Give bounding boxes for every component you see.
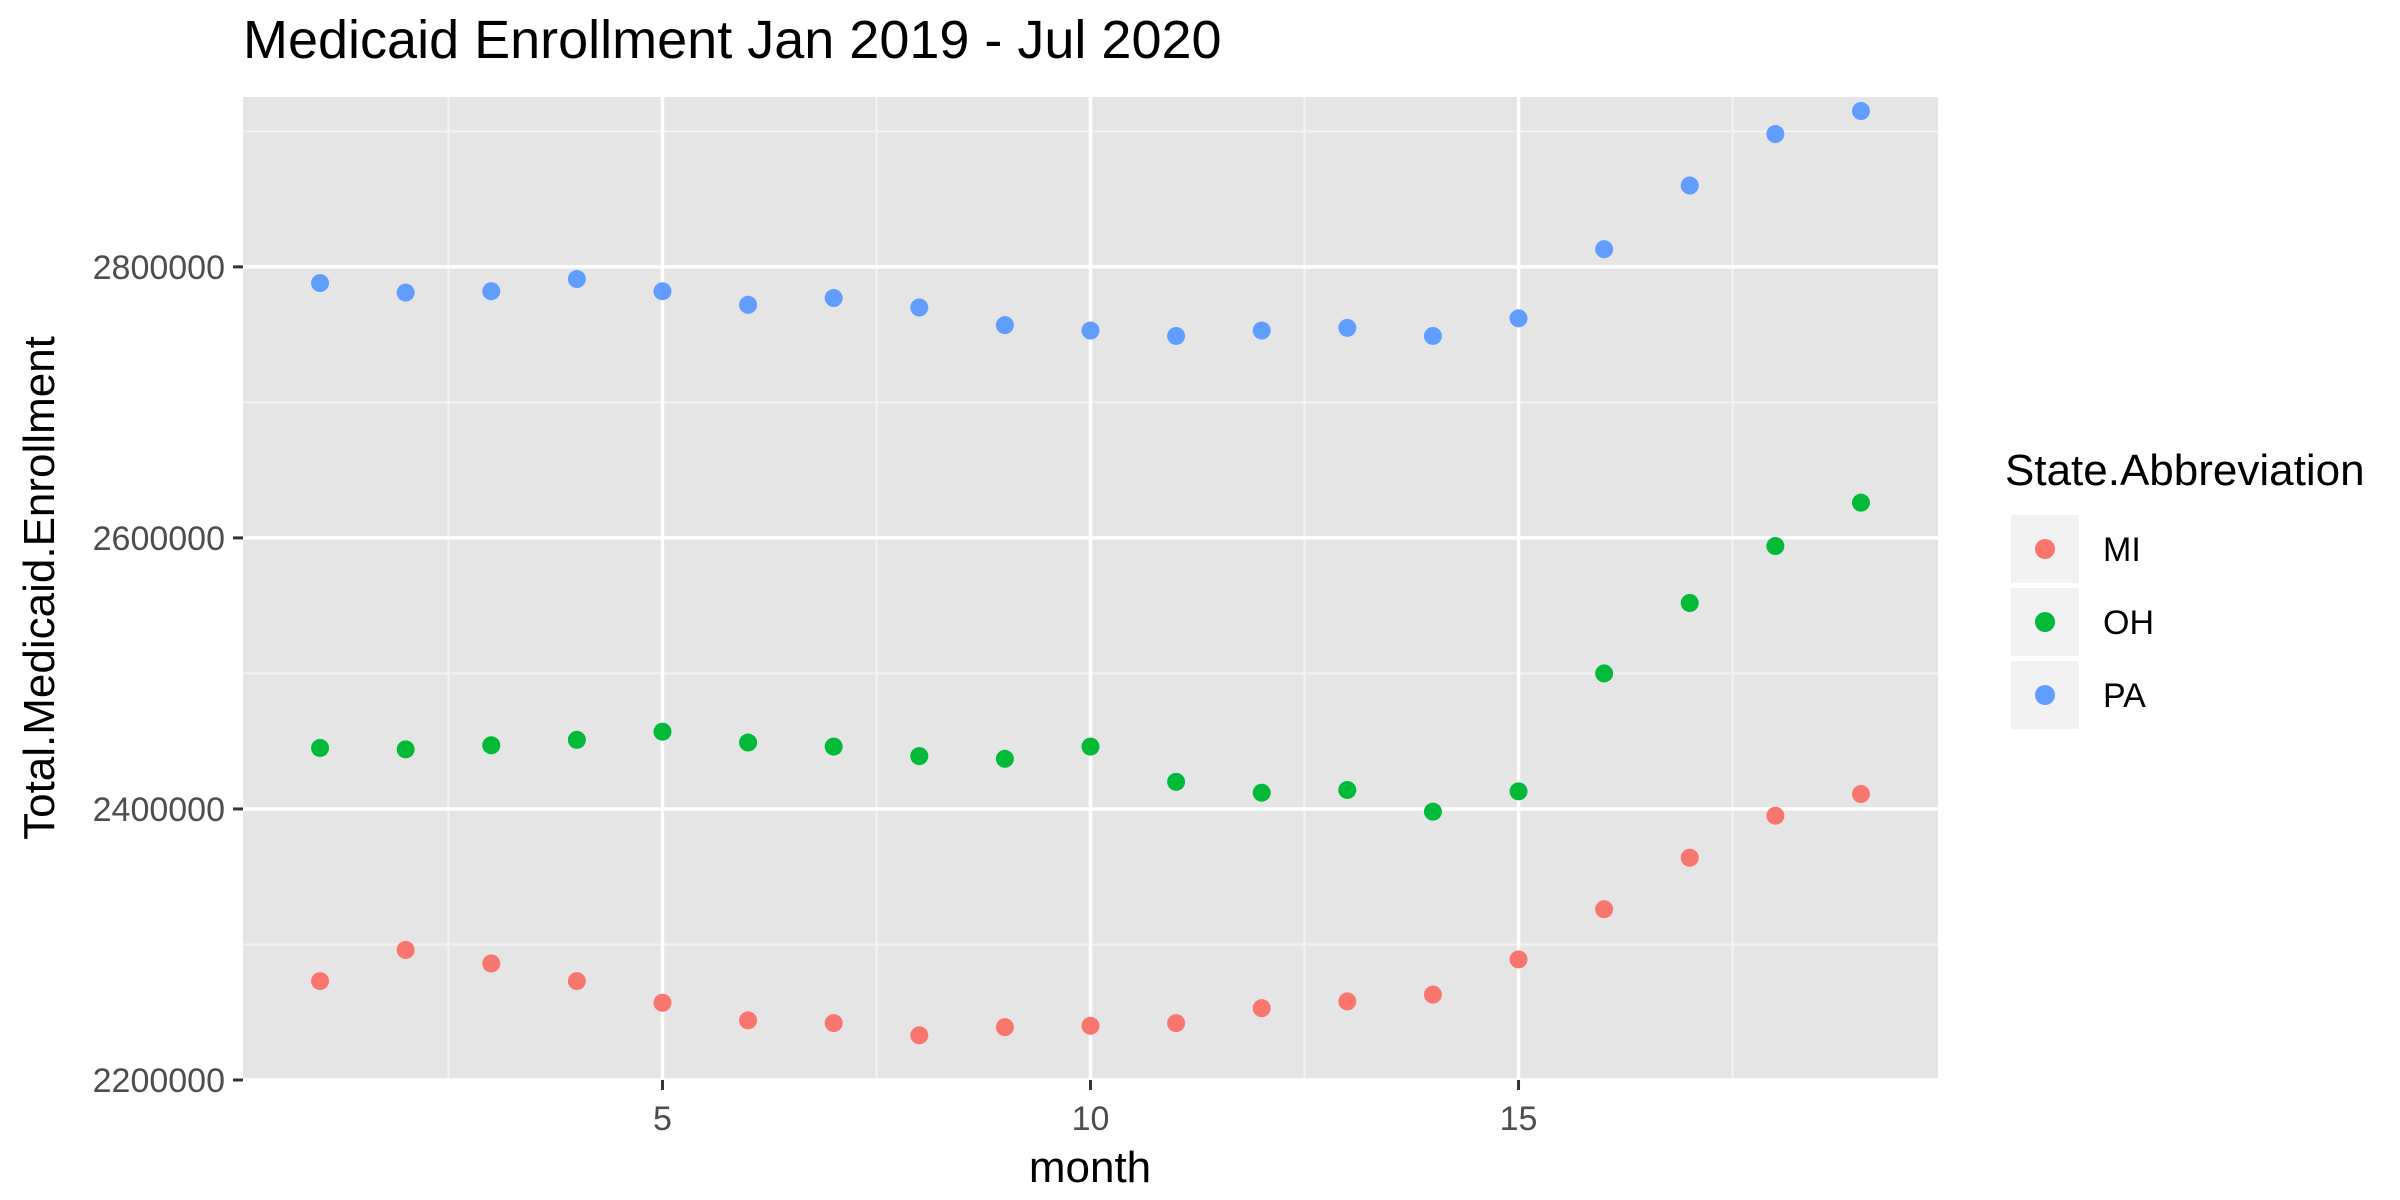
- legend-key-point: [2035, 539, 2055, 559]
- legend-key-point: [2035, 685, 2055, 705]
- data-point: [482, 736, 501, 755]
- legend: MI OH PA: [2011, 515, 2154, 729]
- data-point: [1081, 737, 1100, 756]
- data-point: [1509, 950, 1528, 969]
- data-point: [396, 283, 415, 302]
- data-point: [1167, 1014, 1186, 1033]
- data-point: [1766, 537, 1785, 556]
- data-point: [1423, 326, 1442, 345]
- legend-item-oh: OH: [2011, 588, 2154, 656]
- data-point: [1595, 664, 1614, 683]
- data-point: [739, 295, 758, 314]
- x-tick-label: 10: [1072, 1100, 1110, 1138]
- data-point: [824, 1014, 843, 1033]
- data-point: [567, 270, 586, 289]
- data-point: [1766, 806, 1785, 825]
- data-point: [1766, 125, 1785, 144]
- data-point: [1851, 102, 1870, 120]
- chart-title: Medicaid Enrollment Jan 2019 - Jul 2020: [243, 10, 1222, 70]
- data-point: [311, 972, 330, 991]
- data-point: [311, 738, 330, 757]
- data-point: [653, 993, 672, 1012]
- data-point: [1680, 176, 1699, 195]
- y-tick-label: 2400000: [93, 791, 225, 829]
- data-point: [1167, 326, 1186, 345]
- data-point: [1167, 772, 1186, 791]
- data-point: [396, 740, 415, 759]
- data-point: [1252, 321, 1271, 340]
- legend-title: State.Abbreviation: [2005, 446, 2365, 495]
- series-pa: [311, 102, 1870, 345]
- data-point: [653, 722, 672, 741]
- y-tick-label: 2200000: [93, 1062, 225, 1100]
- data-point: [739, 733, 758, 752]
- x-axis-title: month: [1029, 1143, 1151, 1192]
- data-point: [482, 954, 501, 973]
- data-point: [567, 730, 586, 749]
- series-mi: [311, 785, 1870, 1045]
- data-point: [1509, 782, 1528, 801]
- data-points: [311, 102, 1870, 1045]
- legend-label: OH: [2103, 604, 2154, 642]
- x-tick-label: 15: [1500, 1100, 1538, 1138]
- data-point: [1595, 900, 1614, 919]
- series-oh: [311, 493, 1870, 821]
- data-point: [1423, 802, 1442, 821]
- data-point: [1680, 848, 1699, 867]
- data-point: [653, 282, 672, 301]
- y-tick-label: 2800000: [93, 249, 225, 287]
- legend-label: MI: [2103, 531, 2141, 569]
- data-point: [1338, 780, 1357, 799]
- legend-key-point: [2035, 612, 2055, 632]
- data-point: [1081, 321, 1100, 340]
- data-point: [739, 1011, 758, 1030]
- data-point: [824, 289, 843, 308]
- data-point: [1509, 309, 1528, 328]
- y-axis-title: Total.Medicaid.Enrollment: [15, 336, 64, 840]
- data-point: [910, 1026, 929, 1045]
- data-point: [910, 747, 929, 766]
- data-point: [396, 940, 415, 959]
- data-point: [910, 298, 929, 317]
- data-point: [1851, 785, 1870, 804]
- data-point: [1081, 1016, 1100, 1035]
- data-point: [995, 1018, 1014, 1037]
- data-point: [1252, 783, 1271, 802]
- data-point: [824, 737, 843, 756]
- data-point: [1851, 493, 1870, 512]
- legend-item-pa: PA: [2011, 661, 2146, 729]
- legend-item-mi: MI: [2011, 515, 2141, 583]
- data-point: [1338, 992, 1357, 1011]
- x-tick-label: 5: [653, 1100, 672, 1138]
- major-gridlines: [243, 97, 1938, 1082]
- data-point: [567, 972, 586, 991]
- data-point: [995, 316, 1014, 335]
- data-point: [1252, 999, 1271, 1018]
- x-axis: 5 10 15: [653, 1080, 1537, 1138]
- data-point: [311, 274, 330, 293]
- data-point: [1595, 240, 1614, 259]
- data-point: [995, 749, 1014, 768]
- legend-label: PA: [2103, 677, 2146, 715]
- data-point: [1338, 318, 1357, 337]
- data-point: [1680, 593, 1699, 612]
- data-point: [482, 282, 501, 301]
- y-axis: 2200000 2400000 2600000 2800000: [93, 249, 243, 1100]
- data-point: [1423, 985, 1442, 1004]
- y-tick-label: 2600000: [93, 520, 225, 558]
